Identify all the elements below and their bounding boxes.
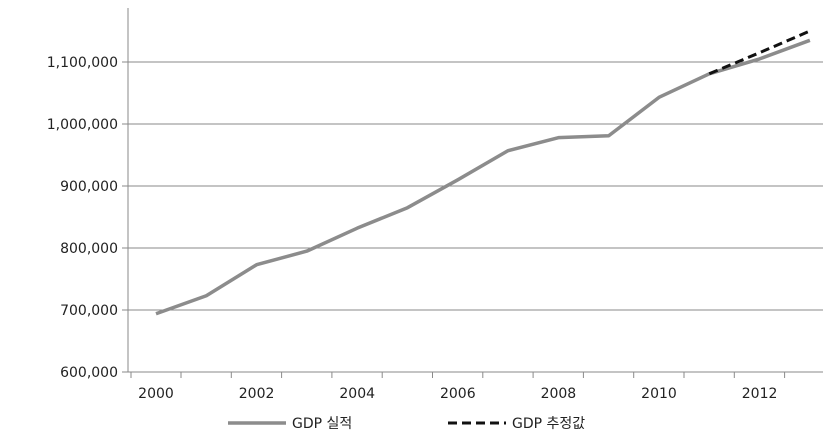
x-tick-label: 2006 xyxy=(440,386,476,402)
y-tick-label: 900,000 xyxy=(60,179,118,195)
y-tick-label: 1,000,000 xyxy=(47,117,118,133)
gridlines xyxy=(128,61,823,311)
y-tick-label: 700,000 xyxy=(60,303,118,319)
y-tick-label: 1,100,000 xyxy=(47,55,118,71)
legend: GDP 실적 GDP 추정값 xyxy=(228,416,585,432)
axes xyxy=(127,8,823,373)
series-lines xyxy=(155,29,811,316)
x-tick-label: 2002 xyxy=(239,386,275,402)
series-line-actual xyxy=(155,38,811,316)
y-tick-label: 600,000 xyxy=(60,365,118,381)
legend-label: GDP 실적 xyxy=(292,416,352,432)
x-tick-label: 2010 xyxy=(641,386,677,402)
y-tick-label: 800,000 xyxy=(60,241,118,257)
x-axis-ticks: 2000 2002 2004 2006 2008 2010 2012 xyxy=(130,372,786,402)
x-tick-label: 2004 xyxy=(339,386,375,402)
legend-label: GDP 추정값 xyxy=(512,416,585,432)
series-line-estimate xyxy=(708,29,811,76)
x-tick-label: 2012 xyxy=(742,386,778,402)
x-tick-label: 2000 xyxy=(138,386,174,402)
x-tick-label: 2008 xyxy=(541,386,577,402)
y-axis-ticks: 600,000 700,000 800,000 900,000 1,000,000 1,1… xyxy=(47,55,128,381)
